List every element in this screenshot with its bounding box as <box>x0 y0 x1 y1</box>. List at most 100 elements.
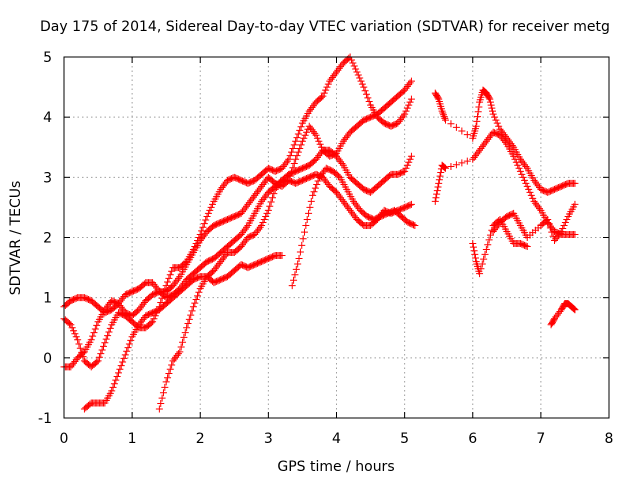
data-point <box>331 70 339 78</box>
data-point <box>481 139 489 147</box>
data-point <box>262 192 270 200</box>
series-trace-7 <box>431 86 579 196</box>
data-point <box>552 313 560 321</box>
data-point <box>499 135 507 143</box>
data-point <box>313 181 321 189</box>
data-point <box>238 208 246 216</box>
data-point <box>219 182 227 190</box>
data-point <box>218 184 226 192</box>
x-tick-label: 5 <box>400 431 409 447</box>
data-point <box>307 124 315 132</box>
data-point <box>472 122 480 130</box>
data-point <box>485 236 493 244</box>
series-trace-11 <box>547 300 579 329</box>
series-trace-8 <box>431 128 579 238</box>
data-point <box>240 206 248 214</box>
data-point <box>406 155 414 163</box>
data-point <box>335 156 343 164</box>
data-point <box>94 357 102 365</box>
data-point <box>296 126 304 134</box>
data-point <box>259 181 267 189</box>
series-trace-1 <box>60 53 415 371</box>
data-point <box>470 153 478 161</box>
data-point <box>95 353 103 361</box>
x-tick-label: 6 <box>468 431 477 447</box>
data-point <box>174 350 182 358</box>
data-point <box>486 132 494 140</box>
data-point <box>104 332 112 340</box>
data-point <box>560 221 568 229</box>
data-point <box>110 380 118 388</box>
data-point <box>172 353 180 361</box>
data-point <box>67 363 75 371</box>
data-point <box>518 157 526 165</box>
data-point <box>298 241 306 249</box>
data-point <box>166 271 174 279</box>
data-point <box>438 107 446 115</box>
data-point <box>240 239 248 247</box>
data-point <box>551 315 558 323</box>
data-point <box>511 155 519 163</box>
data-point <box>307 197 315 205</box>
data-point <box>290 141 298 149</box>
data-point <box>105 300 113 308</box>
data-point <box>181 329 189 337</box>
data-point <box>364 94 372 102</box>
data-point <box>320 89 328 97</box>
data-point <box>161 383 169 391</box>
x-tick-label: 3 <box>264 431 273 447</box>
data-point <box>296 144 304 152</box>
data-point <box>555 231 563 239</box>
data-point <box>139 300 147 308</box>
data-point <box>347 56 355 64</box>
data-point <box>473 117 481 125</box>
data-point <box>238 241 246 249</box>
data-point <box>106 324 114 332</box>
data-point <box>219 254 227 262</box>
data-point <box>546 224 554 232</box>
y-tick-label: 0 <box>43 351 52 367</box>
data-point <box>402 164 410 172</box>
data-point <box>522 179 530 187</box>
data-point <box>117 296 125 304</box>
data-point <box>302 221 310 229</box>
data-point <box>237 230 245 238</box>
data-point <box>350 212 358 220</box>
data-point <box>266 202 274 210</box>
y-tick-label: 3 <box>43 170 52 186</box>
data-point <box>350 62 358 70</box>
data-point <box>519 159 527 167</box>
data-point <box>411 221 419 229</box>
data-point <box>481 250 489 258</box>
data-point <box>202 216 210 224</box>
data-point <box>347 208 355 216</box>
data-point <box>470 247 478 255</box>
data-point <box>105 328 113 336</box>
data-point <box>439 111 447 119</box>
data-point <box>241 237 249 245</box>
data-point <box>471 152 479 160</box>
data-point <box>207 203 215 211</box>
data-point <box>217 258 225 266</box>
data-point <box>343 203 351 211</box>
data-point <box>90 329 98 337</box>
data-point <box>168 361 176 369</box>
data-point <box>151 282 159 290</box>
data-point <box>399 168 407 176</box>
data-point <box>217 185 225 193</box>
data-point <box>571 230 579 238</box>
data-point <box>162 378 170 386</box>
data-point <box>244 200 252 208</box>
data-point <box>533 201 541 209</box>
y-tick-label: -1 <box>38 411 52 427</box>
data-point <box>339 137 347 145</box>
x-axis-label: GPS time / hours <box>277 459 394 475</box>
data-point <box>351 199 359 207</box>
data-point <box>397 116 405 124</box>
data-point <box>291 271 299 279</box>
data-point <box>253 188 261 196</box>
data-point <box>406 79 414 87</box>
data-point <box>307 105 315 113</box>
data-point <box>337 194 345 202</box>
